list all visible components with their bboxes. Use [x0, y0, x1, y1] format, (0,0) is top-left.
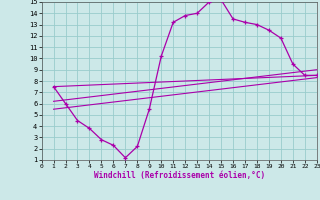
X-axis label: Windchill (Refroidissement éolien,°C): Windchill (Refroidissement éolien,°C) — [94, 171, 265, 180]
